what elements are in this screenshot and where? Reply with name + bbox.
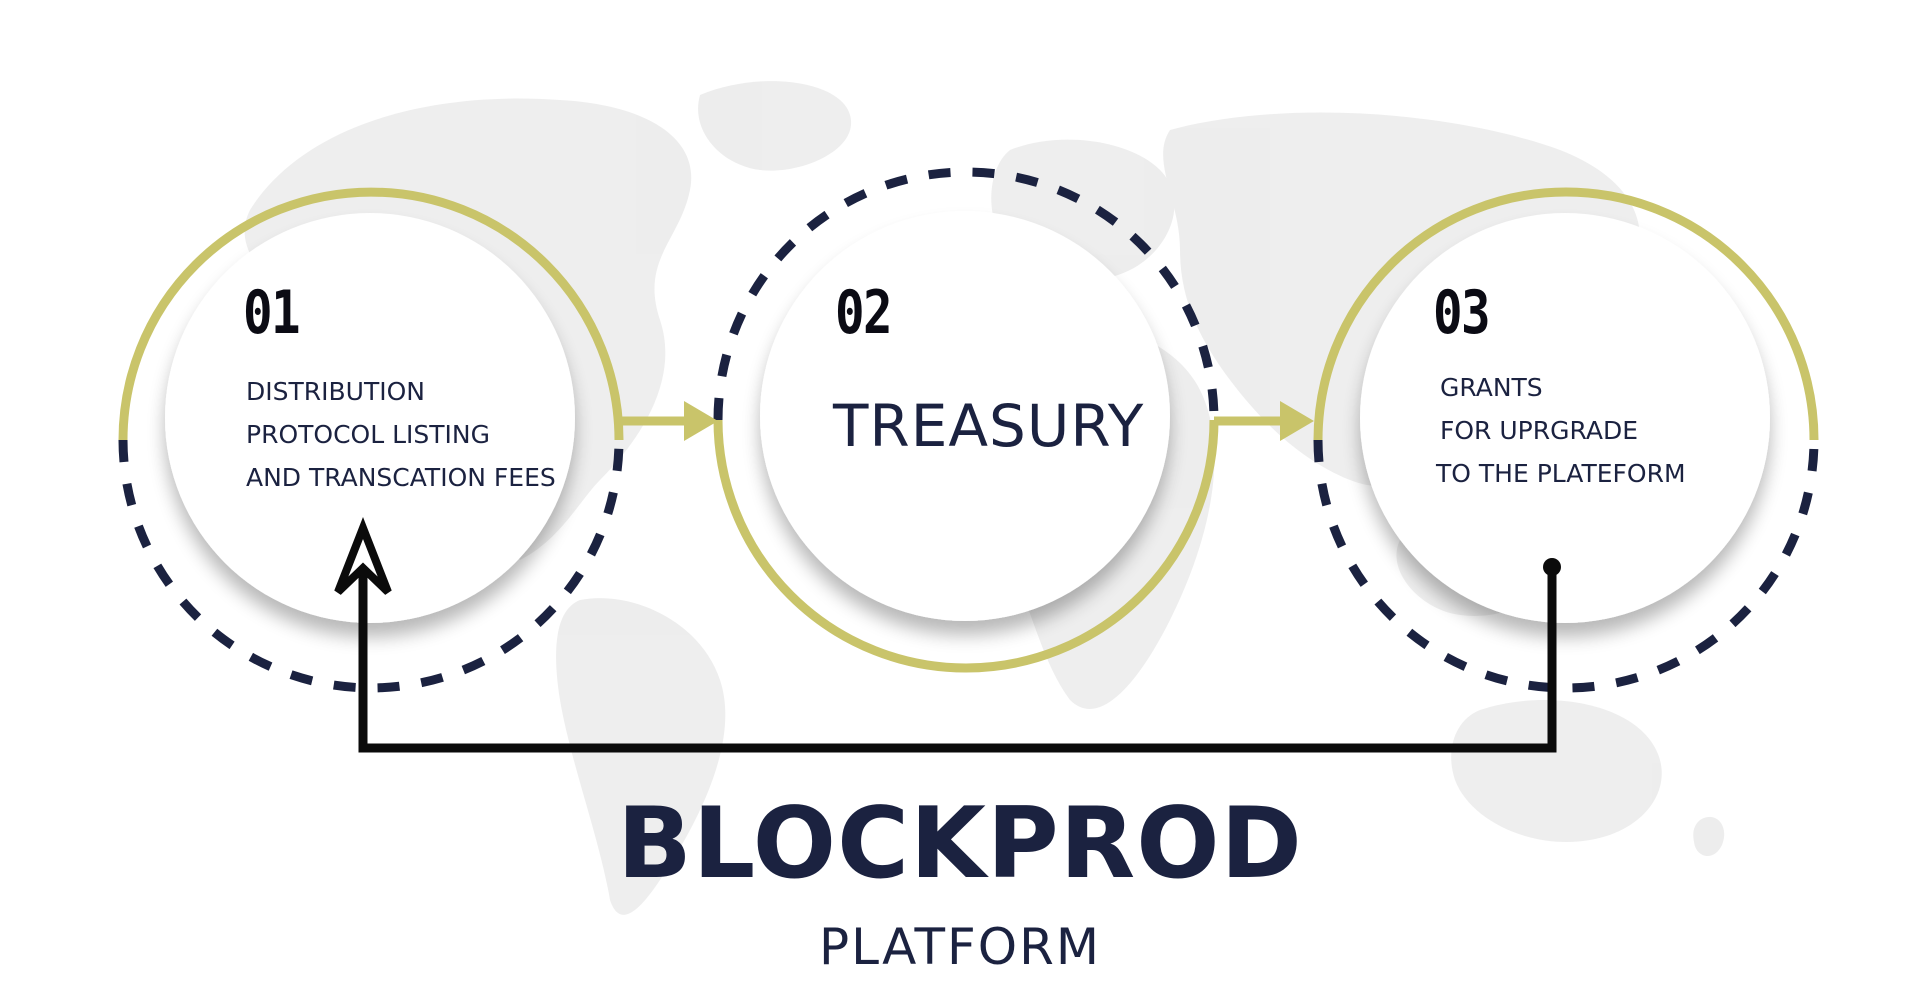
- step-2-circle: [713, 167, 1219, 673]
- step-1-circle: [118, 187, 624, 693]
- brand-title: BLOCKPROD: [617, 787, 1303, 901]
- up-arrow-icon: [334, 517, 392, 595]
- step-3-line-1: GRANTS: [1440, 373, 1543, 402]
- arrow-1-2-head: [684, 401, 718, 441]
- step-3-circle: [1313, 187, 1819, 693]
- step-1-description: DISTRIBUTION PROTOCOL LISTING AND TRANSC…: [246, 370, 556, 499]
- right-arrow-icon: [622, 401, 718, 441]
- step-1-line-3: AND TRANSCATION FEES: [246, 463, 556, 492]
- step-3-description: GRANTS FOR UPRGRADE TO THE PLATEFORM: [1436, 366, 1686, 495]
- step-3-line-3: TO THE PLATEFORM: [1436, 459, 1686, 488]
- step-2-number: 02: [835, 278, 893, 348]
- step-3-number: 03: [1433, 278, 1491, 348]
- step-2-gold-arc: [713, 419, 1219, 673]
- brand-subtitle: PLATFORM: [818, 918, 1101, 976]
- step-1-line-1: DISTRIBUTION: [246, 377, 425, 406]
- right-arrow-icon: [1214, 401, 1314, 441]
- return-loop-arrow: [334, 517, 1561, 753]
- arrow-2-3-head: [1280, 401, 1314, 441]
- south-america-shape: [556, 598, 726, 915]
- greenland-shape: [698, 81, 852, 171]
- step-1-gold-arc: [118, 187, 624, 441]
- step-2-disc: [760, 211, 1170, 621]
- step-3-disc: [1360, 213, 1770, 623]
- step-3-gold-arc: [1313, 187, 1819, 441]
- new-zealand-shape: [1693, 816, 1725, 857]
- step-1-disc: [165, 213, 575, 623]
- step-1-number: 01: [243, 278, 301, 348]
- loop-line: [358, 550, 1557, 753]
- step-3-line-2: FOR UPRGRADE: [1440, 416, 1638, 445]
- australia-shape: [1451, 700, 1662, 842]
- step-1-line-2: PROTOCOL LISTING: [246, 420, 490, 449]
- step-2-title: TREASURY: [833, 392, 1145, 460]
